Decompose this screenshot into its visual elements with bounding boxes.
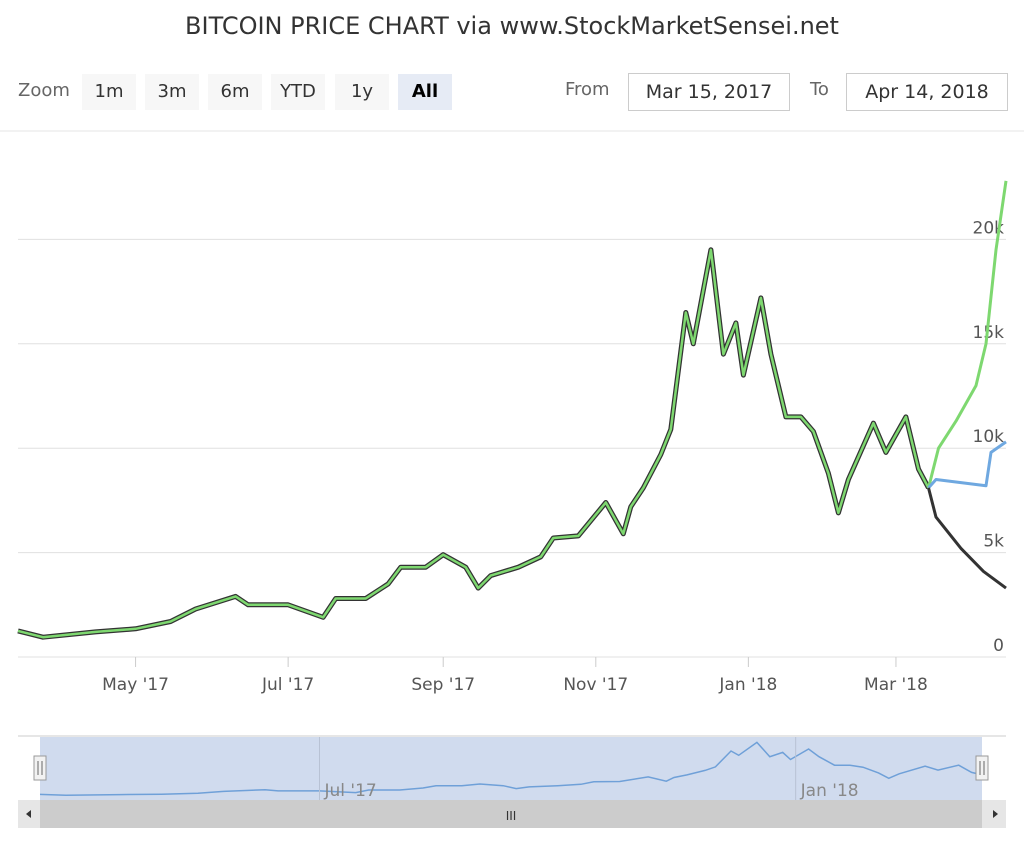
scroll-left-arrow-icon[interactable] [26, 810, 31, 818]
navigator-series [39, 741, 983, 797]
x-tick-label: Jul '17 [261, 675, 314, 695]
x-tick-label: Mar '18 [864, 675, 928, 695]
zoom-1m-button[interactable]: 1m [82, 74, 136, 110]
y-tick-label: 20k [973, 218, 1005, 238]
y-tick-label: 10k [973, 427, 1005, 447]
scrollbar-thumb[interactable] [40, 800, 982, 828]
zoom-ytd-button[interactable]: YTD [271, 74, 325, 110]
zoom-6m-button[interactable]: 6m [208, 74, 262, 110]
to-date-input[interactable]: Apr 14, 2018 [846, 73, 1008, 111]
chart-title: BITCOIN PRICE CHART via www.StockMarketS… [185, 12, 839, 40]
bear-projection-line [927, 487, 1007, 590]
navigator-selection[interactable] [40, 737, 982, 800]
navigator-label: Jul '17 [323, 781, 376, 801]
bull-projection-line [927, 180, 1008, 489]
zoom-all-button[interactable]: All [398, 74, 452, 110]
y-tick-label: 0 [993, 636, 1004, 656]
zoom-1y-button[interactable]: 1y [335, 74, 389, 110]
from-label: From [565, 79, 610, 100]
x-tick-label: Sep '17 [411, 675, 475, 695]
scrollbar-grip: III [506, 809, 517, 823]
to-label: To [810, 79, 829, 100]
y-tick-label: 5k [983, 532, 1004, 552]
price-line [17, 248, 930, 639]
x-tick-label: May '17 [102, 675, 169, 695]
zoom-3m-button[interactable]: 3m [145, 74, 199, 110]
navigator-left-handle[interactable] [33, 755, 47, 781]
zoom-label: Zoom [18, 80, 70, 101]
handle-grip-icon [37, 761, 43, 775]
x-tick-label: Nov '17 [563, 675, 628, 695]
handle-grip-icon [979, 761, 985, 775]
x-tick-label: Jan '18 [718, 675, 777, 695]
flat-projection-line [927, 440, 1007, 489]
scroll-right-arrow-icon[interactable] [993, 810, 998, 818]
navigator-right-handle[interactable] [975, 755, 989, 781]
from-date-input[interactable]: Mar 15, 2017 [628, 73, 790, 111]
navigator-label: Jan '18 [800, 781, 859, 801]
